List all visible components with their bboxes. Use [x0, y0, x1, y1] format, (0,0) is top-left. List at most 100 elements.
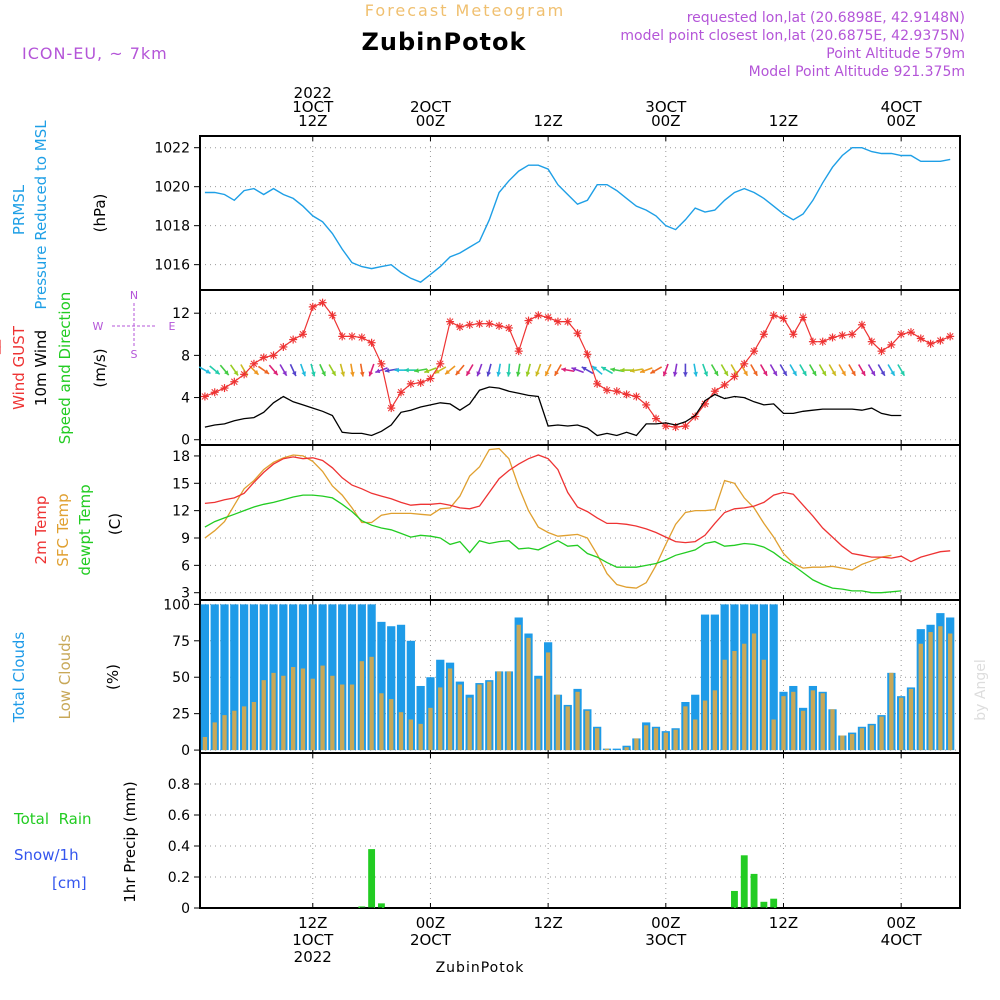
wind-arrow-head — [434, 369, 440, 374]
low-cloud-bar — [241, 706, 247, 751]
wind-arrow-head — [831, 370, 836, 376]
wind-arrow — [672, 363, 678, 377]
total-cloud-bar — [230, 604, 239, 751]
bottom-time-label: 00Z — [651, 914, 680, 932]
low-cloud-bar — [781, 696, 786, 751]
compass-e: E — [169, 320, 176, 333]
precip-ytick-label: 0.6 — [168, 808, 190, 824]
wind-arrow-head — [662, 371, 668, 377]
wind-arrow-head — [782, 370, 787, 376]
wind-ytick-label: 4 — [181, 391, 190, 407]
temp-panel: 3 6 9 12 15 18 — [172, 444, 961, 602]
wind-arrow-head — [860, 370, 866, 376]
total-cloud-bar — [240, 604, 249, 751]
gust-marker-d2 — [201, 393, 209, 400]
top-time-label: 4OCT — [881, 98, 923, 116]
wind-arrow-head — [282, 370, 287, 376]
pressure-ytick-label: 1016 — [154, 258, 190, 274]
low-cloud-bar — [251, 702, 257, 751]
wind-arrow — [799, 364, 808, 377]
temp-labels: 2m Temp SFC Temp dewpt Temp (C) — [32, 484, 124, 575]
low-cloud-bar — [908, 688, 914, 751]
wind-arrow-head — [414, 368, 419, 373]
wind-arrow — [818, 364, 827, 377]
low-cloud-bar — [310, 678, 315, 751]
bottom-time-label: 12Z — [769, 914, 798, 932]
footer-location: ZubinPotok — [436, 960, 525, 976]
temp-unit: (C) — [106, 513, 124, 535]
wind-ytick-label: 8 — [181, 348, 190, 364]
low-cloud-bar — [742, 643, 747, 751]
gust-marker — [397, 388, 406, 397]
wind-arrow-head — [233, 370, 239, 376]
gust-marker-d2 — [897, 330, 905, 338]
precip-labels: Total Rain Snow/1h [cm] 1hr Precip (mm) — [13, 781, 139, 902]
precip-label-snow: Snow/1h — [14, 846, 79, 864]
closest-coords: model point closest lon,lat (20.6875E, 4… — [620, 28, 965, 44]
wind-arrow — [544, 363, 552, 377]
pressure-line — [204, 146, 951, 283]
gust-marker-d2 — [672, 423, 679, 431]
gust-marker — [897, 330, 906, 339]
low-cloud-bar — [683, 706, 688, 751]
gust-marker — [946, 332, 955, 341]
gust-marker-d2 — [750, 347, 758, 355]
wind-arrow — [759, 364, 768, 377]
gust-marker-d2 — [868, 338, 876, 346]
wind-arrow-head — [476, 371, 482, 377]
wind-arrow-head — [321, 371, 326, 377]
gust-marker — [759, 330, 768, 339]
gust-marker — [230, 377, 239, 386]
total-cloud-bar — [416, 685, 425, 751]
wind-arrow — [375, 367, 388, 374]
pressure-ytick-label: 1018 — [154, 219, 190, 235]
low-cloud-bar — [595, 728, 600, 751]
low-cloud-bar — [761, 659, 767, 751]
low-cloud-bar — [320, 665, 325, 751]
gust-marker — [808, 337, 817, 346]
bottom-time-label: 12Z — [533, 914, 562, 932]
wind-arrow-head — [311, 371, 316, 377]
low-cloud-bar — [281, 675, 286, 751]
gust-marker — [652, 414, 660, 423]
wind-arrow-head — [291, 371, 297, 377]
temp-label-2m: 2m Temp — [32, 496, 50, 565]
wind-arrow-head — [650, 369, 656, 374]
wind-arrow-head — [672, 371, 678, 377]
gust-marker-d2 — [917, 335, 925, 342]
wind-arrow-head — [629, 368, 635, 373]
temp-ytick-label: 18 — [172, 449, 190, 465]
wind-arrow-head — [841, 370, 846, 376]
gust-marker — [318, 298, 327, 307]
total-cloud-bar — [406, 640, 415, 751]
wind-arrow — [434, 366, 447, 375]
gust-marker — [259, 353, 268, 362]
wind-arrow — [828, 364, 837, 377]
gust-marker-d2 — [564, 318, 572, 325]
wind-arrow — [693, 363, 698, 377]
temp-ytick-label: 9 — [181, 531, 190, 547]
temp-ytick-label: 12 — [172, 504, 190, 520]
wind-arrow — [838, 364, 847, 377]
total-cloud-bar — [220, 604, 229, 751]
gust-marker — [279, 342, 288, 351]
total-cloud-bar — [308, 604, 317, 751]
low-cloud-bar — [398, 712, 404, 751]
model-altitude: Model Point Altitude 921.375m — [749, 64, 965, 80]
gust-marker-d2 — [613, 387, 621, 395]
gust-marker — [220, 384, 229, 393]
gust-marker-d2 — [848, 330, 856, 338]
gust-marker-d2 — [240, 371, 248, 378]
gust-marker-d2 — [623, 391, 630, 398]
gust-markers — [0, 298, 955, 432]
wind-arrow-head — [205, 369, 211, 374]
precip-label-cm: [cm] — [52, 874, 87, 892]
temp-frame — [199, 444, 961, 601]
gust-marker — [887, 340, 896, 349]
top-time-label: 12Z — [533, 112, 562, 130]
gust-marker — [357, 333, 366, 342]
gust-marker — [573, 329, 582, 338]
low-cloud-bar — [869, 725, 874, 751]
gust-marker-d2 — [378, 360, 385, 368]
low-cloud-bar — [487, 681, 492, 751]
